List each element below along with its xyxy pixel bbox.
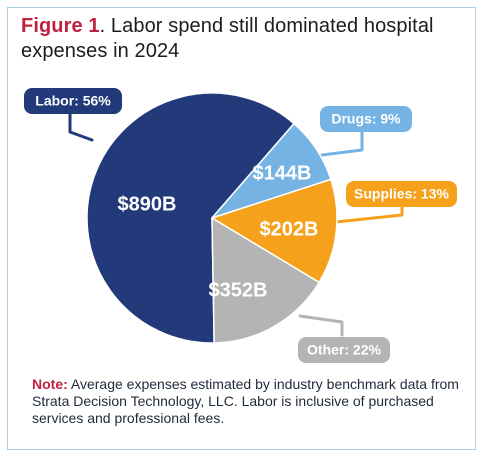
pie-slice-supplies bbox=[211, 178, 338, 284]
slice-value-label-labor: $890B bbox=[118, 193, 177, 215]
callout-line-other bbox=[298, 314, 344, 337]
callout-label-other: Other: 22% bbox=[307, 342, 381, 358]
note-text: Average expenses estimated by industry b… bbox=[32, 376, 459, 426]
figure-title-text: . Labor spend still dominated hospital e… bbox=[21, 15, 434, 62]
callout-box-other bbox=[298, 337, 390, 363]
pie-slice-labor bbox=[86, 92, 295, 344]
callout-box-labor bbox=[24, 88, 122, 114]
callout-box-drugs bbox=[320, 106, 412, 132]
callout-label-drugs: Drugs: 9% bbox=[331, 111, 401, 127]
callout-line-drugs bbox=[320, 128, 364, 157]
callout-drugs: Drugs: 9% bbox=[320, 106, 412, 132]
chart-note: Note: Average expenses estimated by indu… bbox=[32, 376, 462, 427]
callout-labor: Labor: 56% bbox=[24, 88, 122, 114]
figure-title: Figure 1. Labor spend still dominated ho… bbox=[21, 14, 466, 64]
callout-supplies: Supplies: 13% bbox=[346, 181, 457, 207]
figure-label: Figure 1 bbox=[21, 15, 100, 37]
callout-box-supplies bbox=[346, 181, 457, 207]
slice-value-label-supplies: $202B bbox=[260, 218, 319, 240]
callout-label-supplies: Supplies: 13% bbox=[354, 186, 449, 202]
slice-value-label-drugs: $144B bbox=[253, 162, 312, 184]
slice-value-label-other: $352B bbox=[209, 279, 268, 301]
pie-slice-other bbox=[211, 217, 320, 344]
callout-other: Other: 22% bbox=[298, 337, 390, 363]
note-label: Note: bbox=[32, 376, 68, 392]
callout-line-supplies bbox=[334, 203, 404, 224]
callout-label-labor: Labor: 56% bbox=[35, 93, 111, 109]
